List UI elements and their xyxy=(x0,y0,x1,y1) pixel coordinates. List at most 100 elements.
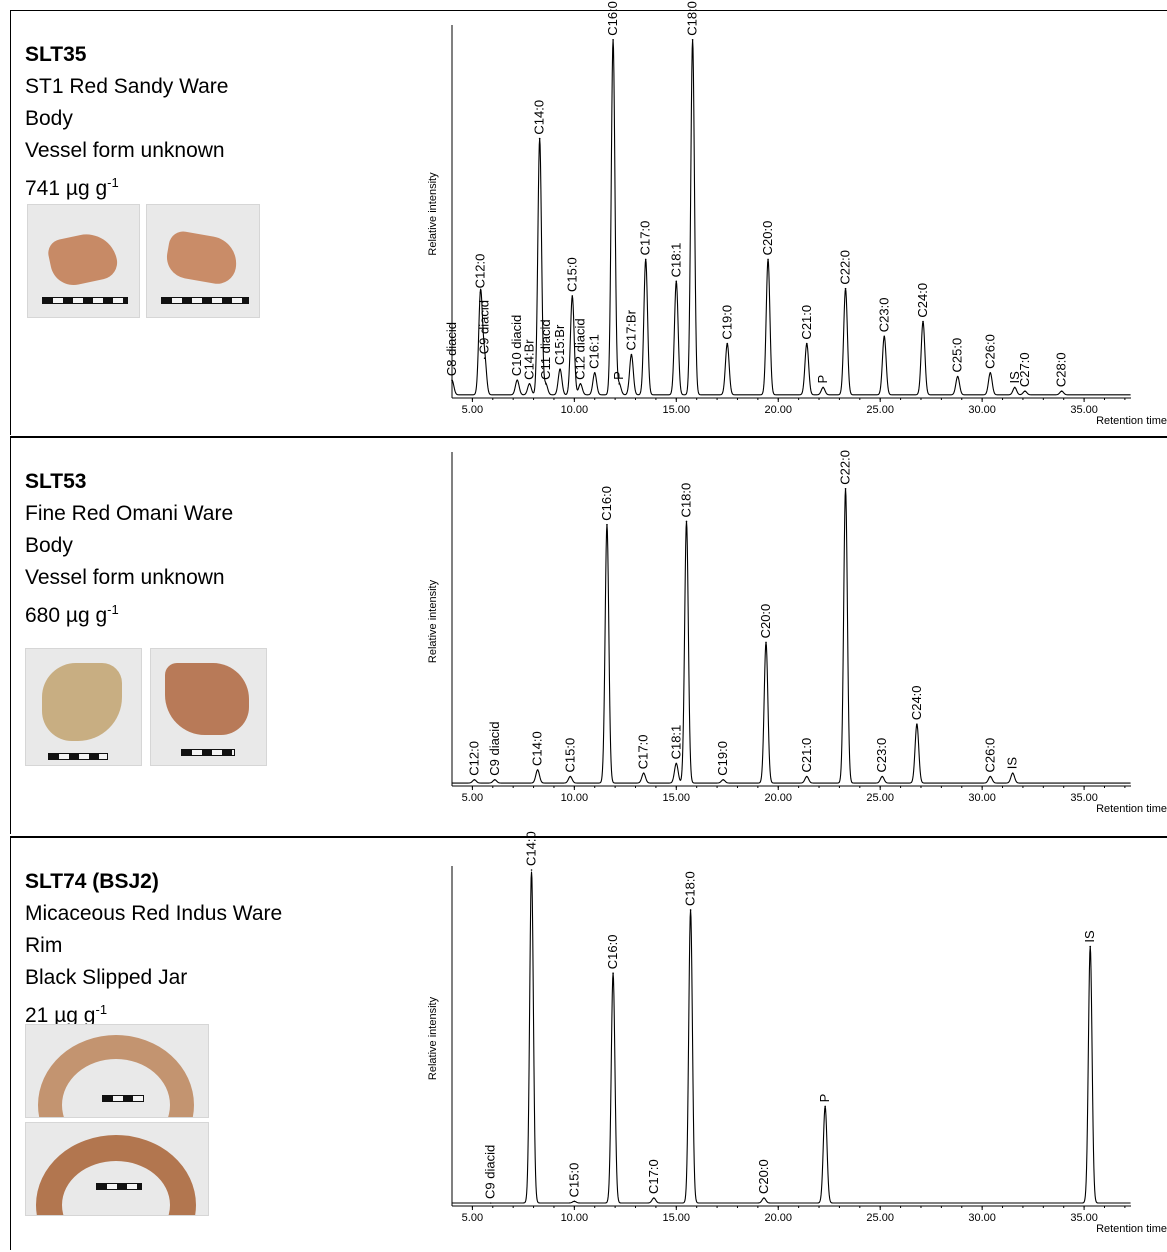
peak-apex xyxy=(691,38,694,41)
peak-label: C18:0 xyxy=(683,871,698,906)
peak-apex xyxy=(763,1197,765,1199)
x-axis-label: Retention time xyxy=(1096,803,1167,815)
peak-apex xyxy=(1060,390,1063,392)
peak-label: C19:0 xyxy=(715,741,730,776)
chromatogram-trace xyxy=(451,871,1131,1204)
peak-apex xyxy=(956,375,959,378)
sample-info: SLT35 ST1 Red Sandy Ware Body Vessel for… xyxy=(25,39,228,205)
peak-label: C26:0 xyxy=(982,738,997,773)
peak-label: C17:0 xyxy=(638,221,653,256)
peak-label: C21:0 xyxy=(799,305,814,340)
peak-label: C28:0 xyxy=(1054,352,1069,387)
x-tick-label: 5.00 xyxy=(462,1212,483,1224)
peak-apex xyxy=(883,335,886,338)
x-tick-label: 30.00 xyxy=(968,792,996,804)
peak-label: C19:0 xyxy=(719,305,734,340)
sherd-photo-exterior xyxy=(27,204,140,318)
peak-label: C16:0 xyxy=(605,1,620,36)
peak-label: C12:0 xyxy=(473,254,488,289)
sherd-photo-exterior xyxy=(25,648,142,766)
peak-label: C18:0 xyxy=(678,483,693,518)
sample-id: SLT74 (BSJ2) xyxy=(25,870,159,893)
peak-label: C20:0 xyxy=(756,1159,771,1194)
peak-apex xyxy=(606,523,608,526)
vessel-form: Vessel form unknown xyxy=(25,139,225,162)
x-tick-label: 20.00 xyxy=(764,1212,792,1224)
sample-id: SLT53 xyxy=(25,470,87,493)
peak-apex xyxy=(451,379,453,381)
peak-label: C23:0 xyxy=(874,738,889,773)
x-tick-label: 35.00 xyxy=(1070,792,1098,804)
vessel-part: Rim xyxy=(25,934,63,957)
peak-apex xyxy=(489,1202,492,1204)
x-tick-label: 30.00 xyxy=(968,1212,996,1224)
peak-apex xyxy=(765,641,767,644)
peak-label: C23:0 xyxy=(876,298,891,333)
x-tick-label: 5.00 xyxy=(462,404,483,416)
peak-apex xyxy=(530,869,533,871)
sample-panel-slt53: SLT53 Fine Red Omani Ware Body Vessel fo… xyxy=(10,436,1167,834)
peak-label: P xyxy=(815,375,830,384)
x-axis-label: Retention time xyxy=(1096,415,1167,427)
lipid-concentration: 741 µg g-1 xyxy=(25,175,119,200)
peak-label: C14:0 xyxy=(530,731,545,766)
peak-label: C25:0 xyxy=(950,338,965,373)
peak-apex xyxy=(822,386,824,389)
vessel-form: Vessel form unknown xyxy=(25,566,225,589)
peak-label: IS xyxy=(1005,757,1020,770)
peak-apex xyxy=(685,520,688,523)
peak-apex xyxy=(675,280,678,283)
sample-info: SLT74 (BSJ2) Micaceous Red Indus Ware Ri… xyxy=(25,866,282,1032)
x-tick-label: 20.00 xyxy=(764,792,792,804)
peak-label: C12 diacid xyxy=(572,318,587,379)
peak-apex xyxy=(612,38,614,41)
x-tick-label: 35.00 xyxy=(1070,404,1098,416)
peak-apex xyxy=(642,772,645,775)
sample-panel-slt35: SLT35 ST1 Red Sandy Ware Body Vessel for… xyxy=(10,1,1167,435)
peak-label: C15:0 xyxy=(566,1163,581,1198)
scale-bar xyxy=(48,753,108,760)
peak-apex xyxy=(916,723,918,725)
sample-id: SLT35 xyxy=(25,43,87,66)
peak-label: C11 diacid xyxy=(538,319,553,379)
peak-apex xyxy=(675,762,678,765)
peak-apex xyxy=(618,383,621,385)
x-tick-label: 15.00 xyxy=(663,792,691,804)
scale-bar xyxy=(181,749,235,756)
peak-apex xyxy=(473,778,476,781)
y-axis-label: Relative intensity xyxy=(427,172,439,256)
peak-apex xyxy=(1024,390,1026,392)
peak-apex xyxy=(722,778,724,781)
peak-apex xyxy=(922,320,924,323)
peak-label: C16:0 xyxy=(599,486,614,521)
sherd-photo-interior xyxy=(146,204,260,318)
x-tick-label: 25.00 xyxy=(866,792,894,804)
peak-label: C9 diacid xyxy=(477,300,492,354)
peak-apex xyxy=(593,372,596,374)
sherd-shape xyxy=(165,663,249,735)
peak-label: C27:0 xyxy=(1017,352,1032,387)
x-tick-label: 5.00 xyxy=(462,792,483,804)
ware-name: Micaceous Red Indus Ware xyxy=(25,902,283,925)
peak-label: C17:0 xyxy=(646,1159,661,1194)
vessel-form: Black Slipped Jar xyxy=(25,966,188,989)
peak-label: C9 diacid xyxy=(483,1145,498,1199)
peak-apex xyxy=(494,778,496,781)
peak-label: C20:0 xyxy=(758,604,773,639)
peak-apex xyxy=(824,1105,826,1108)
peak-apex xyxy=(559,368,561,370)
ware-name: ST1 Red Sandy Ware xyxy=(25,75,229,98)
scale-bar xyxy=(96,1183,142,1190)
peak-apex xyxy=(612,972,614,975)
peak-label: C22:0 xyxy=(838,250,853,285)
peak-label: C18:0 xyxy=(685,1,700,36)
peak-apex xyxy=(538,137,541,140)
peak-label: C18:1 xyxy=(668,725,683,760)
peak-apex xyxy=(726,342,729,345)
vessel-part: Body xyxy=(25,534,73,557)
chromatogram-trace xyxy=(451,39,1131,396)
peak-apex xyxy=(536,769,539,771)
peak-apex xyxy=(571,295,574,297)
peak-label: C14:Br xyxy=(521,339,536,380)
sample-panel-slt74: SLT74 (BSJ2) Micaceous Red Indus Ware Ri… xyxy=(10,831,1167,1250)
